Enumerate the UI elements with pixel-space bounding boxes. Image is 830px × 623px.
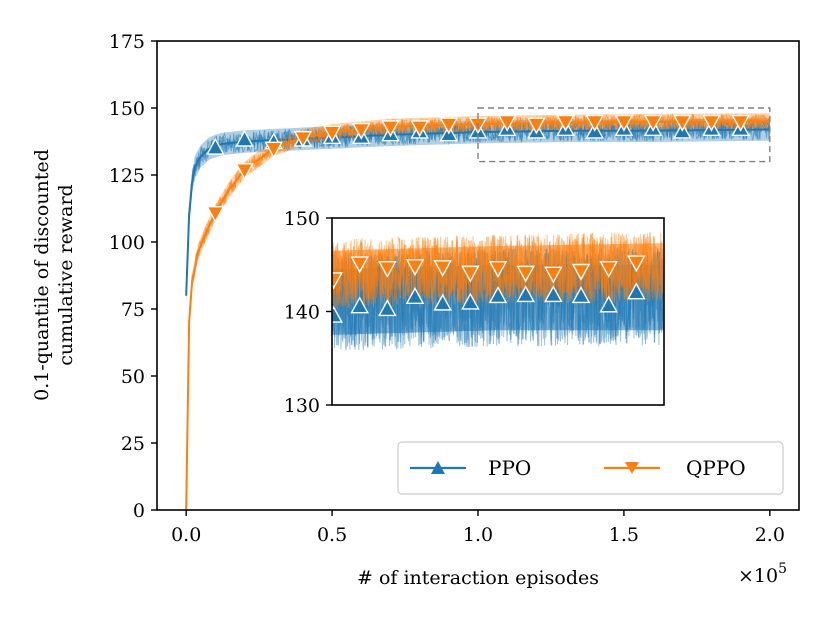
ppo-inset-marker (488, 286, 508, 304)
y-axis-label-line-1: 0.1-quantile of discounted (31, 149, 53, 401)
y-tick-label: 100 (109, 232, 145, 254)
x-tick-label: 0.0 (171, 524, 201, 546)
x-scale-base: ×10 (738, 565, 778, 587)
y-tick-label: 150 (109, 98, 145, 120)
x-tick-label: 2.0 (755, 524, 785, 546)
legend-qppo-marker (625, 462, 639, 474)
qppo-inset-marker (516, 265, 535, 283)
qppo-inset-marker (350, 256, 369, 274)
qppo-inset-marker (433, 260, 452, 278)
qppo-inset-marker (627, 255, 646, 273)
ppo-inset-marker (627, 282, 646, 300)
ppo-inset-marker (405, 287, 425, 305)
qppo-marker (556, 114, 575, 132)
zoom-region-box (477, 107, 771, 163)
x-tick-label: 1.0 (463, 524, 493, 546)
ppo-marker (206, 137, 225, 155)
qppo-inset-marker (461, 265, 480, 283)
qppo-inset-marker (405, 259, 425, 277)
qppo-marker (410, 120, 429, 138)
qppo-inset-marker (544, 266, 563, 284)
x-tick-label: 1.5 (609, 524, 639, 546)
ppo-inset-marker (516, 285, 535, 303)
y-tick-label: 25 (121, 433, 145, 455)
qppo-inset-run-trace (332, 232, 664, 308)
qppo-marker (585, 114, 605, 132)
y-tick-label: 175 (109, 31, 145, 53)
inset-y-tick-label: 140 (284, 302, 320, 324)
qppo-marker (322, 125, 342, 143)
qppo-marker (381, 120, 400, 138)
y-tick-label: 0 (133, 500, 145, 522)
x-axis-label: # of interaction episodes (357, 567, 599, 589)
qppo-marker (235, 163, 254, 181)
qppo-inset-marker (599, 261, 618, 279)
ppo-inset-marker (599, 295, 618, 313)
ppo-inset-marker (571, 286, 591, 304)
x-scale-factor: ×105 (738, 561, 787, 587)
y-tick-label: 75 (121, 299, 145, 321)
ppo-inset-marker (332, 305, 343, 323)
qppo-marker (206, 205, 225, 223)
qppo-marker (527, 117, 546, 135)
qppo-marker (497, 114, 517, 132)
y-axis-label-line-2: cumulative reward (55, 184, 77, 365)
legend-ppo-label: PPO (488, 456, 531, 480)
ppo-inset-marker (544, 285, 563, 303)
qppo-marker (351, 122, 371, 140)
qppo-marker (702, 114, 721, 132)
qppo-inset-marker (571, 263, 591, 281)
ppo-inset-marker (350, 296, 369, 314)
qppo-inset-marker (378, 261, 397, 279)
qppo-inset-marker (332, 272, 343, 290)
ppo-inset-run-trace (332, 248, 664, 350)
qppo-marker (293, 130, 313, 148)
x-scale-exponent: 5 (778, 561, 787, 577)
qppo-inset-marker (488, 261, 508, 279)
qppo-marker (439, 117, 459, 135)
inset-y-tick-label: 130 (284, 395, 320, 417)
qppo-marker (672, 114, 692, 132)
legend: PPO QPPO (397, 441, 784, 495)
qppo-marker (731, 114, 750, 132)
ppo-inset-marker (461, 292, 480, 310)
legend-box (397, 441, 784, 495)
qppo-marker (643, 114, 663, 132)
qppo-marker (614, 114, 634, 132)
ppo-marker (235, 129, 254, 147)
y-tick-label: 125 (109, 165, 145, 187)
qppo-marker (264, 141, 284, 159)
ppo-inset-marker (433, 293, 452, 311)
inset-y-tick-label: 150 (284, 208, 320, 230)
y-tick-label: 50 (121, 366, 145, 388)
legend-qppo-label: QPPO (686, 456, 746, 480)
x-tick-label: 0.5 (317, 524, 347, 546)
legend-ppo-marker (431, 461, 445, 474)
ppo-inset-marker (378, 299, 397, 317)
